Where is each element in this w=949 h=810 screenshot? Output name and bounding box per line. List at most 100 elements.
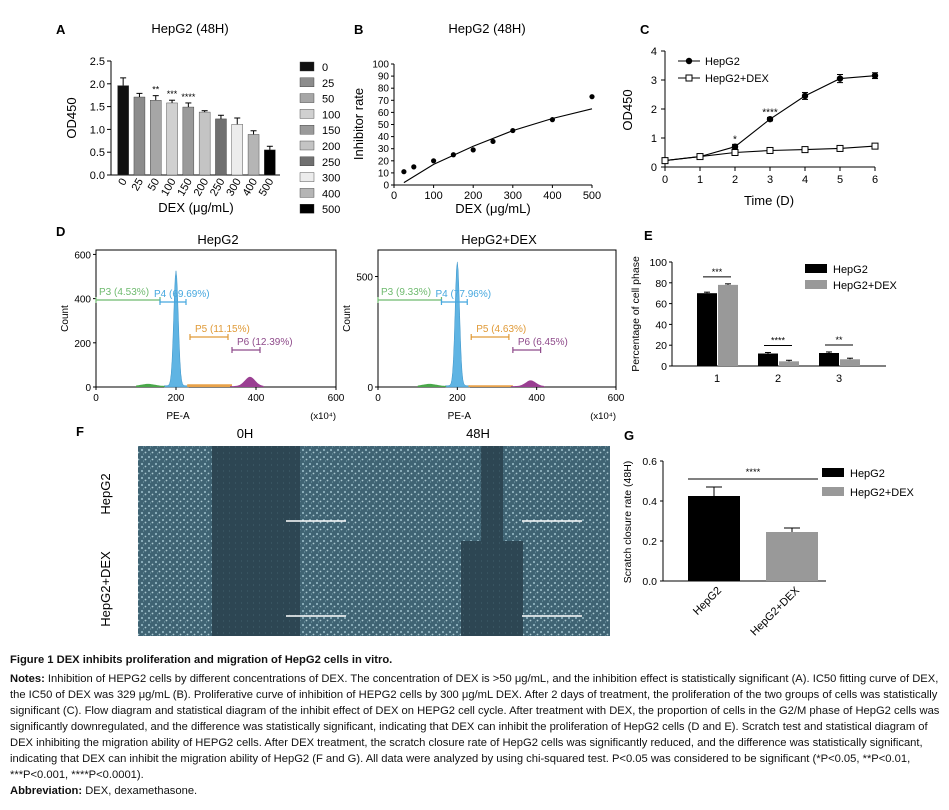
legend-label: 50 bbox=[322, 94, 334, 106]
gate-label: P6 (6.45%) bbox=[518, 337, 568, 348]
chart-title: HepG2 (48H) bbox=[448, 21, 525, 36]
significance-label: **** bbox=[762, 107, 778, 118]
plot-frame bbox=[377, 249, 617, 388]
x-tick-label: 200 bbox=[449, 393, 466, 404]
legend-swatch bbox=[299, 203, 315, 214]
bar bbox=[166, 102, 178, 176]
legend-swatch bbox=[822, 487, 844, 496]
y-tick-label: 50 bbox=[378, 120, 390, 131]
panel-letter: E bbox=[644, 228, 653, 243]
y-tick-label: 500 bbox=[356, 273, 373, 284]
x-tick-label: 6 bbox=[872, 174, 878, 186]
row-label: HepG2+DEX bbox=[98, 551, 113, 627]
legend-label: 400 bbox=[322, 188, 340, 200]
legend-label: 250 bbox=[322, 157, 340, 169]
significance-label: ** bbox=[152, 85, 160, 95]
bar bbox=[133, 96, 146, 176]
bar bbox=[688, 496, 740, 581]
legend-label: 0 bbox=[322, 62, 328, 74]
x-tick-label: 200 bbox=[464, 190, 482, 202]
x-tick-label: 400 bbox=[241, 177, 261, 199]
x-tick-label: 50 bbox=[146, 177, 163, 194]
plot-frame bbox=[95, 249, 337, 388]
y-tick-label: 600 bbox=[74, 250, 91, 261]
data-point bbox=[589, 94, 595, 100]
significance-label: *** bbox=[167, 89, 178, 99]
chart-title: HepG2 bbox=[197, 232, 238, 247]
x-tick-label: HepG2+DEX bbox=[748, 584, 802, 638]
panel-g: G 0.0 0.2 0.4 0.6 Scratch closure rate (48H) H… bbox=[622, 428, 915, 638]
y-tick-label: 3 bbox=[651, 75, 657, 87]
x-tick-label: 4 bbox=[802, 174, 808, 186]
legend-label: 200 bbox=[322, 141, 340, 153]
x-axis-unit: (x10⁴) bbox=[310, 411, 336, 422]
legend-swatch bbox=[299, 156, 315, 167]
data-point bbox=[411, 164, 417, 170]
data-point bbox=[510, 127, 516, 134]
x-tick-label: 100 bbox=[424, 190, 442, 202]
y-tick-label: 20 bbox=[378, 156, 390, 167]
x-axis-label: DEX (μg/mL) bbox=[455, 201, 530, 216]
gate-label: P5 (4.63%) bbox=[476, 324, 526, 335]
x-tick-label: HepG2 bbox=[691, 585, 724, 618]
gate-label: P3 (4.53%) bbox=[99, 287, 149, 298]
x-tick-label: 0 bbox=[662, 174, 668, 186]
data-point bbox=[836, 144, 844, 152]
y-tick-label: 80 bbox=[378, 84, 390, 95]
x-tick-label: 300 bbox=[224, 177, 244, 199]
x-axis-unit: (x10⁴) bbox=[590, 411, 616, 422]
y-axis-label: OD450 bbox=[620, 89, 635, 130]
caption-notes-label: Notes: bbox=[10, 673, 45, 685]
x-tick-label: 0 bbox=[116, 177, 129, 188]
significance-label: **** bbox=[746, 467, 761, 478]
legend-label: 150 bbox=[322, 125, 340, 137]
y-tick-label: 0.0 bbox=[642, 576, 657, 588]
y-tick-label: 20 bbox=[655, 340, 667, 352]
legend-label: 500 bbox=[322, 204, 340, 216]
legend-swatch bbox=[299, 77, 315, 88]
y-tick-label: 40 bbox=[378, 132, 390, 143]
x-tick-label: 0 bbox=[375, 393, 381, 404]
x-tick-label: 400 bbox=[528, 393, 545, 404]
y-axis-label: Count bbox=[60, 305, 71, 332]
panel-letter: A bbox=[56, 22, 66, 37]
bar bbox=[819, 353, 839, 366]
significance-label: **** bbox=[181, 92, 196, 102]
y-tick-label: 0 bbox=[367, 383, 373, 394]
y-tick-label: 0.0 bbox=[90, 170, 105, 182]
fit-curve bbox=[403, 108, 593, 184]
x-axis-label: PE-A bbox=[448, 411, 472, 422]
x-tick-label: 400 bbox=[248, 393, 265, 404]
y-tick-label: 2.5 bbox=[90, 56, 105, 68]
data-point bbox=[836, 75, 844, 82]
bar bbox=[718, 284, 738, 366]
caption-notes: Notes: Inhibition of HEPG2 cells by diff… bbox=[10, 671, 940, 783]
caption-title: Figure 1 DEX inhibits proliferation and … bbox=[10, 654, 393, 666]
legend-swatch bbox=[805, 264, 827, 273]
y-tick-label: 90 bbox=[378, 72, 390, 83]
y-tick-label: 100 bbox=[649, 257, 667, 269]
legend-swatch bbox=[805, 280, 827, 289]
y-axis-label: Inhibitor rate bbox=[351, 88, 366, 160]
x-tick-label: 1 bbox=[714, 373, 720, 385]
y-tick-label: 60 bbox=[378, 108, 390, 119]
y-tick-label: 30 bbox=[378, 144, 390, 155]
data-point bbox=[431, 158, 437, 164]
panel-letter: G bbox=[624, 428, 634, 443]
legend-label: 300 bbox=[322, 173, 340, 185]
x-tick-label: 500 bbox=[583, 190, 601, 202]
sub-g1-population bbox=[136, 383, 165, 387]
legend-swatch bbox=[299, 61, 315, 72]
x-axis-label: Time (D) bbox=[744, 193, 794, 208]
y-tick-label: 1.5 bbox=[90, 102, 105, 114]
legend-swatch bbox=[299, 188, 315, 198]
legend-label: 100 bbox=[322, 109, 340, 121]
panel-c: C 0 1 2 3 4 0 1 2 3 4 5 6 OD450 Time (D) HepG2 HepG2+DEX… bbox=[620, 22, 879, 208]
bar bbox=[182, 106, 195, 176]
caption-abbrev-text: DEX, dexamethasone. bbox=[82, 785, 198, 797]
legend-swatch bbox=[299, 124, 315, 135]
y-tick-label: 1 bbox=[651, 133, 657, 145]
y-tick-label: 60 bbox=[655, 299, 667, 311]
y-tick-label: 70 bbox=[378, 96, 390, 107]
